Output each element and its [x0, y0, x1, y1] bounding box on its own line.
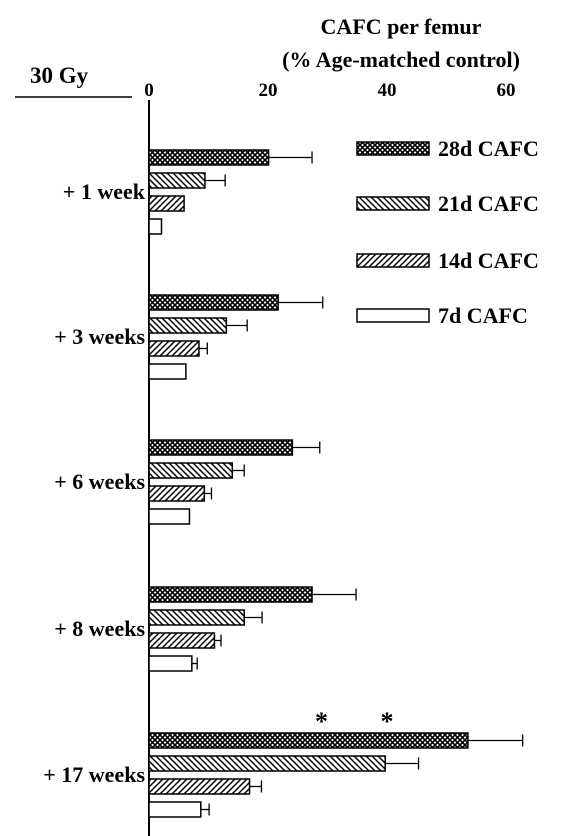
bar: [148, 439, 294, 456]
bar: [148, 632, 216, 649]
bar: [148, 485, 206, 502]
category-label: + 8 weeks: [54, 616, 145, 641]
bar: [148, 340, 200, 357]
legend-swatch: [356, 141, 430, 156]
x-tick-label: 20: [259, 80, 278, 101]
legend: 28d CAFC 21d CAFC 14d CAFC 7d CAFC: [356, 136, 539, 328]
significance-asterisk: *: [381, 707, 394, 736]
x-axis-label-line2: (% Age-matched control): [282, 47, 520, 72]
x-axis-ticks: 0 20 40 60: [144, 80, 515, 101]
bar: [148, 801, 202, 818]
bar: [148, 462, 234, 479]
legend-swatch: [356, 308, 430, 323]
significance-asterisk: *: [315, 707, 328, 736]
bar: [148, 172, 206, 189]
bar: [148, 363, 187, 380]
category-label: + 17 weeks: [43, 762, 145, 787]
bar: [148, 755, 386, 772]
legend-label: 28d CAFC: [438, 136, 539, 161]
bar: [148, 149, 270, 166]
x-axis-label-line1: CAFC per femur: [321, 14, 482, 39]
legend-label: 21d CAFC: [438, 191, 539, 216]
bar-marks: [148, 149, 524, 818]
chart-title: 30 Gy: [30, 63, 89, 88]
bar: [148, 195, 185, 212]
annotations: * *: [315, 707, 393, 736]
x-tick-label: 60: [497, 80, 516, 101]
bar: [148, 778, 251, 795]
bar: [148, 218, 163, 235]
x-tick-label: 0: [144, 80, 154, 101]
bar: [148, 317, 228, 334]
category-label: + 6 weeks: [54, 469, 145, 494]
bar: [148, 294, 279, 311]
bar: [148, 655, 193, 672]
x-tick-label: 40: [378, 80, 397, 101]
category-label: + 1 week: [63, 179, 146, 204]
bar: [148, 732, 469, 749]
category-label: + 3 weeks: [54, 324, 145, 349]
bar: [148, 586, 313, 603]
legend-label: 14d CAFC: [438, 248, 539, 273]
legend-label: 7d CAFC: [438, 303, 528, 328]
category-labels: + 1 week + 3 weeks + 6 weeks + 8 weeks + 17 …: [43, 179, 146, 787]
bar: [148, 609, 245, 626]
legend-swatch: [356, 196, 430, 211]
legend-swatch: [356, 253, 430, 268]
bar: [148, 508, 191, 525]
